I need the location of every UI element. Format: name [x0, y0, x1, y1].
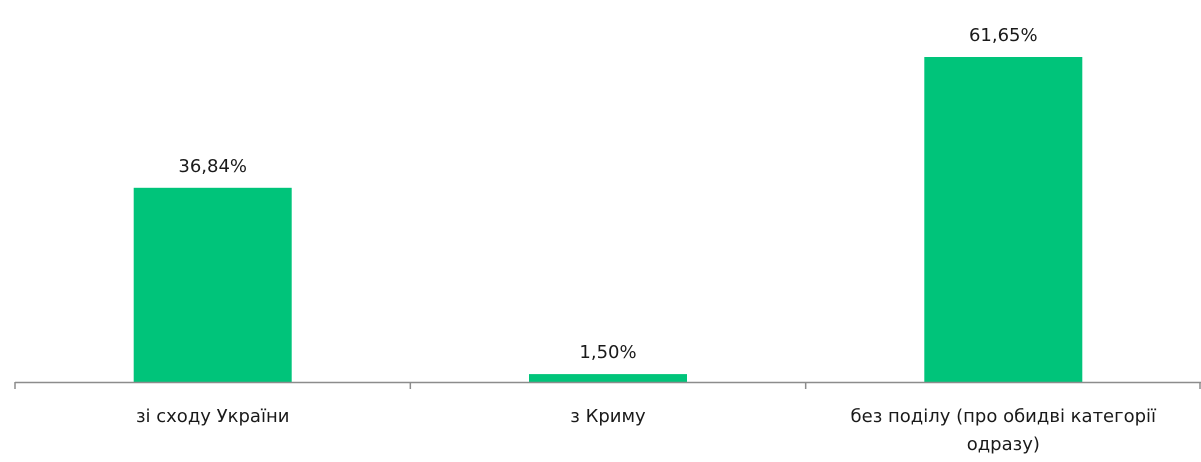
category-labels-layer: зі сходу України з Криму без поділу (про о…: [136, 406, 1157, 455]
category-label-2-line-0: без поділу (про обидві категорії: [851, 406, 1157, 427]
data-labels-layer: 36,84% 1,50% 61,65%: [178, 25, 1037, 363]
data-label-1: 1,50%: [579, 342, 636, 363]
category-label-1-line-0: з Криму: [570, 406, 646, 427]
bar-1: [529, 374, 687, 382]
data-label-0: 36,84%: [178, 156, 247, 177]
data-label-2: 61,65%: [969, 25, 1038, 46]
category-label-0: зі сходу України: [136, 406, 289, 427]
x-axis: [14, 381, 1201, 389]
category-label-2-line-1: одразу): [967, 434, 1040, 455]
bars-layer: [133, 57, 1083, 382]
bar-0: [133, 187, 292, 382]
category-label-2: без поділу (про обидві категорії одразу): [851, 406, 1157, 455]
bar-2: [924, 57, 1083, 382]
category-label-1: з Криму: [570, 406, 646, 427]
category-label-0-line-0: зі сходу України: [136, 406, 289, 427]
